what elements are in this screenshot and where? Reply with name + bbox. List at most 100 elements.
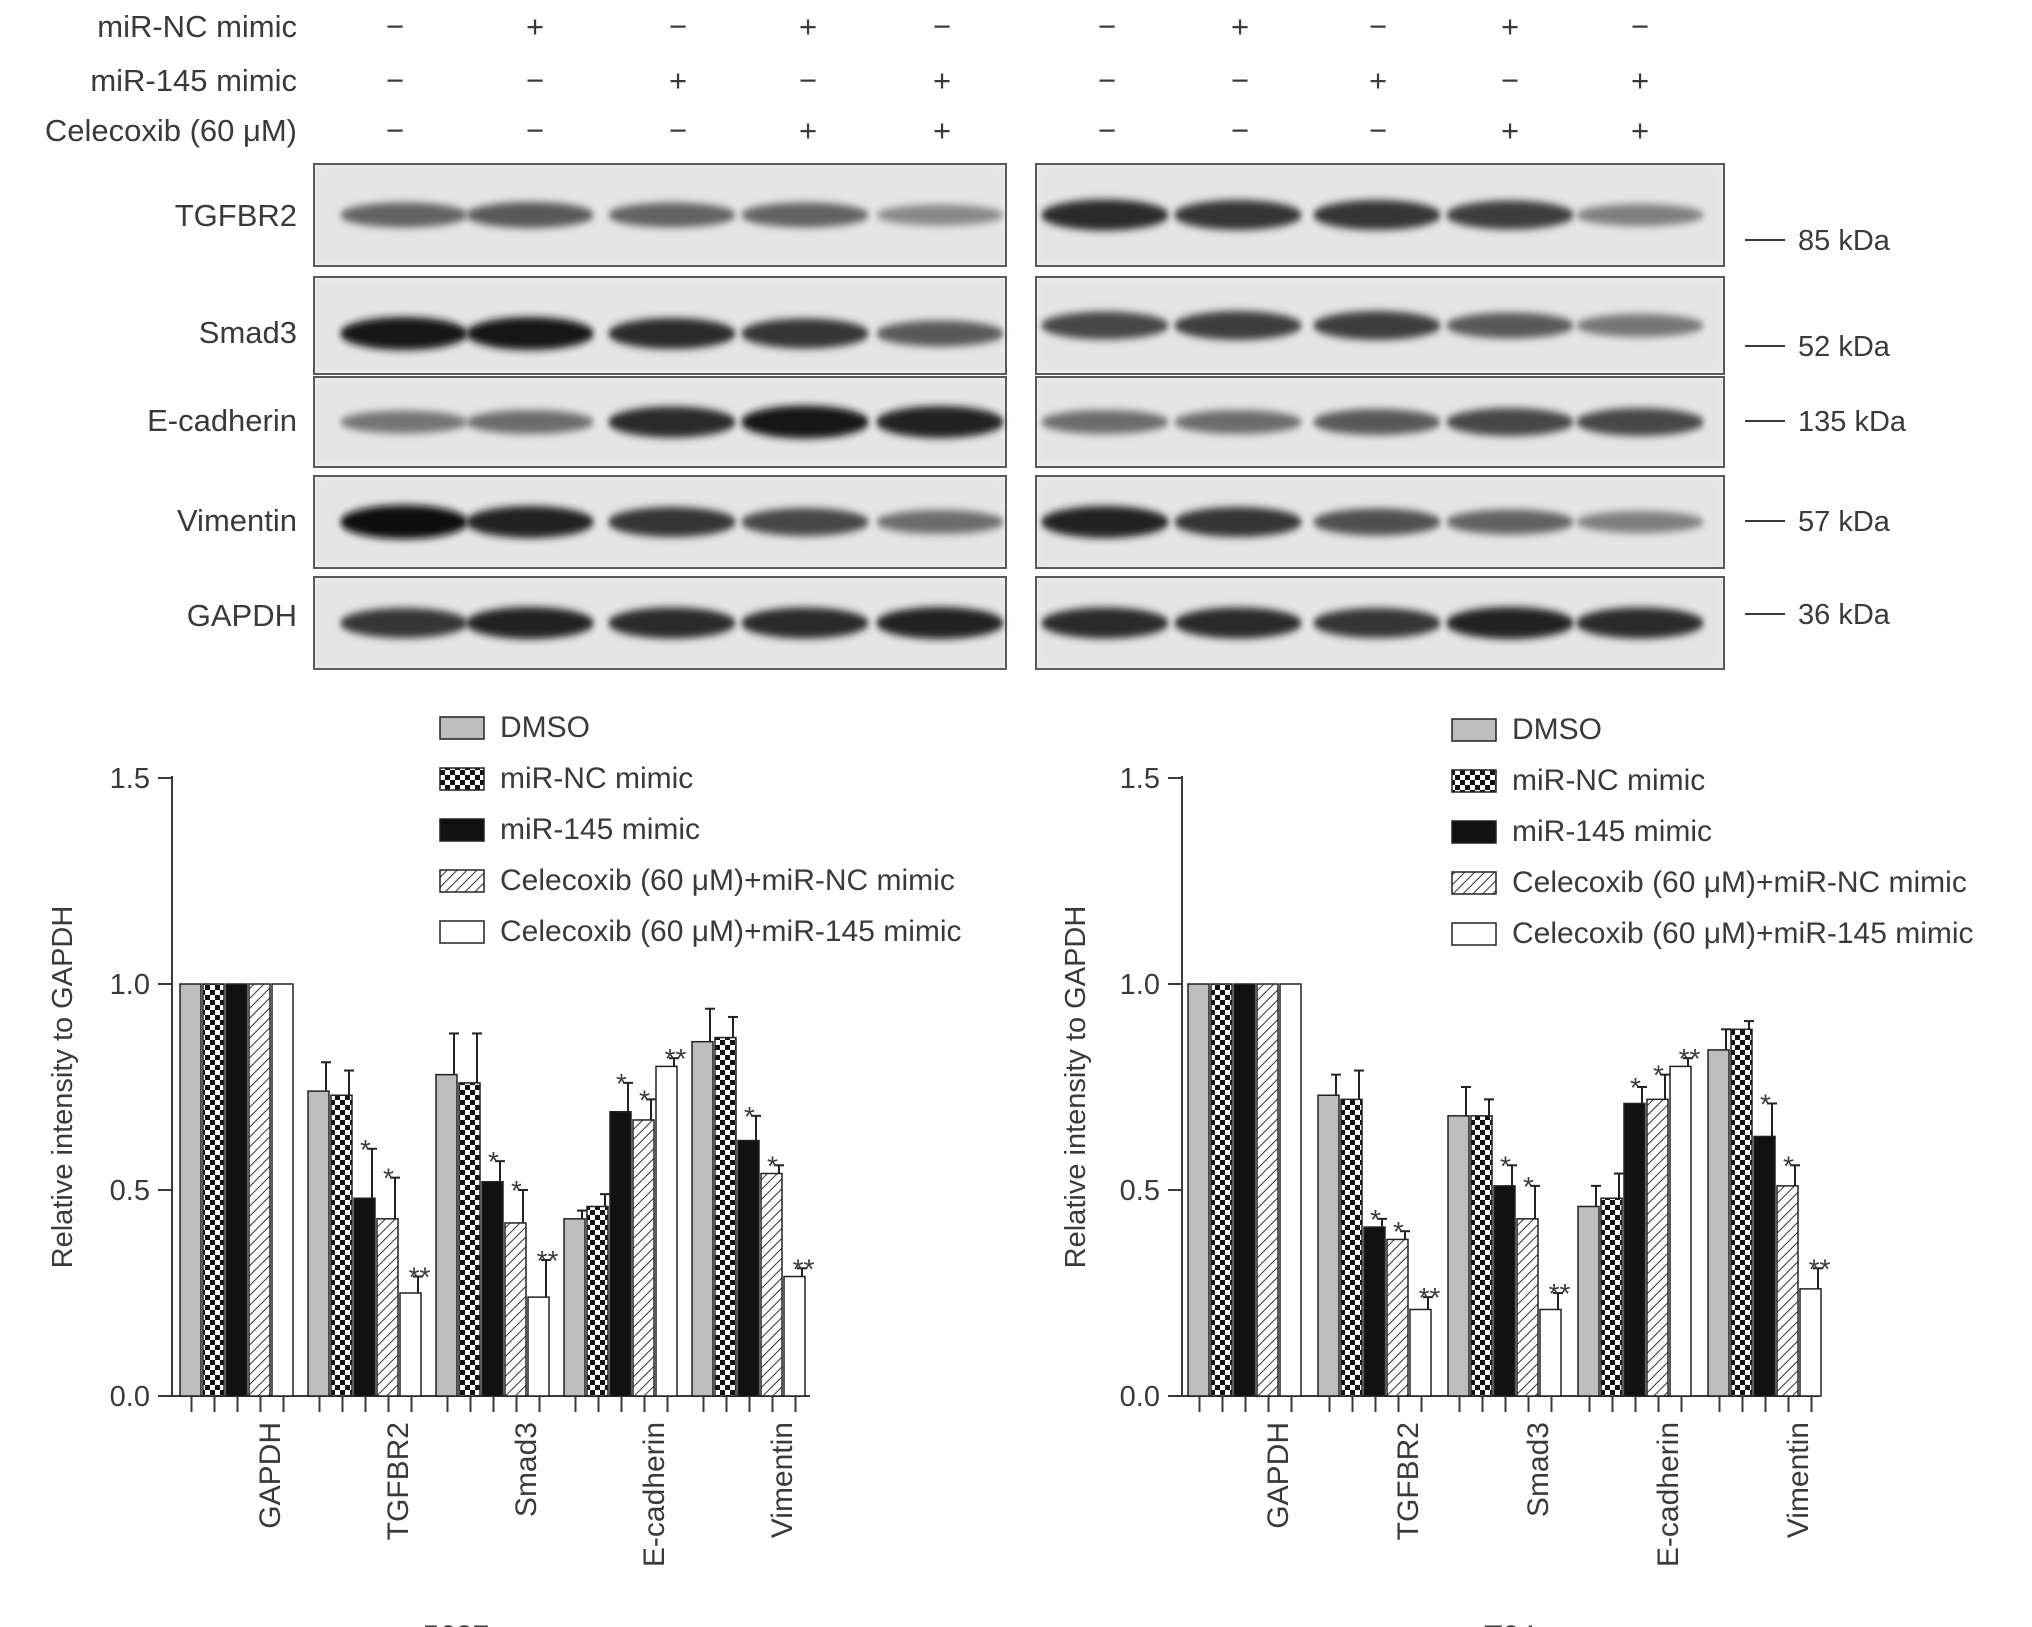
y-axis-label: Relative intensity to GAPDH (1060, 906, 1092, 1269)
blot-band (876, 204, 1004, 226)
x-category-label: Smad3 (510, 1422, 543, 1517)
bar (202, 983, 225, 1397)
significance-mark: ** (537, 1245, 559, 1276)
bar (1539, 1308, 1562, 1397)
bar (399, 1292, 422, 1397)
blot-band (1446, 408, 1574, 436)
legend-swatch (1451, 922, 1497, 946)
condition-sign-right: − (1231, 113, 1249, 148)
bar (632, 1119, 655, 1397)
bar (1409, 1308, 1432, 1397)
blot-band (1174, 607, 1302, 639)
condition-sign-left: + (669, 63, 687, 98)
significance-mark: * (1523, 1171, 1534, 1202)
blot-band (608, 607, 736, 639)
marker-label: 36 kDa (1798, 599, 1891, 631)
blot-band (608, 507, 736, 537)
blot-band (466, 607, 594, 639)
blot-band (1576, 314, 1704, 337)
legend-swatch (1451, 769, 1497, 793)
protein-label: GAPDH (187, 598, 297, 633)
blot-band (1576, 408, 1704, 436)
blot-band (1041, 506, 1169, 538)
bar (435, 1073, 458, 1397)
y-tick-label: 1.0 (110, 969, 150, 1001)
condition-sign-right: − (1098, 9, 1116, 44)
bar (376, 1218, 399, 1397)
significance-mark: * (639, 1084, 650, 1115)
significance-mark: * (1653, 1060, 1664, 1091)
bar (179, 983, 202, 1397)
significance-mark: * (1370, 1204, 1381, 1235)
protein-label: Smad3 (199, 315, 297, 350)
condition-sign-right: − (1369, 9, 1387, 44)
condition-sign-right: + (1501, 113, 1519, 148)
bar (609, 1110, 632, 1397)
bar (1623, 1102, 1646, 1397)
significance-mark: ** (409, 1262, 431, 1293)
x-category-label: GAPDH (1262, 1422, 1295, 1529)
marker-label: 57 kDa (1798, 506, 1891, 538)
bar-chart-5637: 0.0 0.5 1.0 1.5 Relative intensity to GAPDH G… (47, 711, 962, 1627)
bar (783, 1275, 806, 1397)
condition-sign-left: + (799, 9, 817, 44)
bar (458, 1082, 481, 1397)
legend-label: miR-NC mimic (1512, 764, 1705, 797)
bar (1386, 1238, 1409, 1397)
bar (1730, 1028, 1753, 1397)
condition-sign-right: − (1631, 9, 1649, 44)
bar (714, 1036, 737, 1397)
blot-band (608, 202, 736, 228)
blot-band (1174, 507, 1302, 537)
blot-band (1041, 607, 1169, 639)
bar (271, 983, 294, 1397)
condition-sign-right: + (1231, 9, 1249, 44)
bar-chart-t24: 0.0 0.5 1.0 1.5 Relative intensity to GAPDH G… (1060, 713, 1974, 1627)
significance-mark: * (1783, 1150, 1794, 1181)
legend-swatch (439, 818, 485, 842)
blot-band (1313, 311, 1441, 340)
significance-mark: * (744, 1101, 755, 1132)
significance-mark: ** (1809, 1253, 1831, 1284)
bar (1187, 983, 1210, 1397)
blot-band (1576, 607, 1704, 639)
y-axis-label: Relative intensity to GAPDH (47, 906, 79, 1269)
condition-sign-left: + (526, 9, 544, 44)
significance-mark: * (511, 1175, 522, 1206)
y-tick-label: 1.5 (110, 763, 150, 795)
blot-band (608, 406, 736, 438)
blot-band (876, 320, 1004, 347)
blot-band (876, 607, 1004, 639)
y-tick-label: 0.0 (110, 1381, 150, 1413)
blot-band (1174, 311, 1302, 340)
blot-band (1576, 204, 1704, 226)
blot-band (1041, 311, 1169, 340)
bar (527, 1296, 550, 1397)
bar (1646, 1098, 1669, 1397)
legend-swatch (439, 767, 485, 791)
condition-sign-right: − (1501, 63, 1519, 98)
significance-mark: * (488, 1146, 499, 1177)
x-axis-label: T24 (1484, 1620, 1536, 1627)
y-tick-label: 0.5 (1120, 1175, 1160, 1207)
legend-label: DMSO (500, 711, 590, 744)
condition-sign-right: + (1631, 63, 1649, 98)
legend-label: miR-NC mimic (500, 762, 693, 795)
significance-mark: * (1630, 1072, 1641, 1103)
blot-band (1313, 508, 1441, 536)
significance-mark: ** (665, 1043, 687, 1074)
blot-band (1446, 509, 1574, 535)
x-category-label: E-cadherin (638, 1422, 671, 1567)
condition-sign-left: − (669, 113, 687, 148)
bar (691, 1040, 714, 1397)
blot-band (1174, 200, 1302, 230)
bar (330, 1094, 353, 1397)
x-axis-label: 5637 (423, 1620, 490, 1627)
blot-band (741, 508, 869, 536)
blot-band (340, 608, 468, 638)
condition-sign-left: − (669, 9, 687, 44)
significance-mark: * (1500, 1150, 1511, 1181)
x-category-label: Vimentin (1782, 1422, 1815, 1538)
blot-band (741, 405, 869, 439)
